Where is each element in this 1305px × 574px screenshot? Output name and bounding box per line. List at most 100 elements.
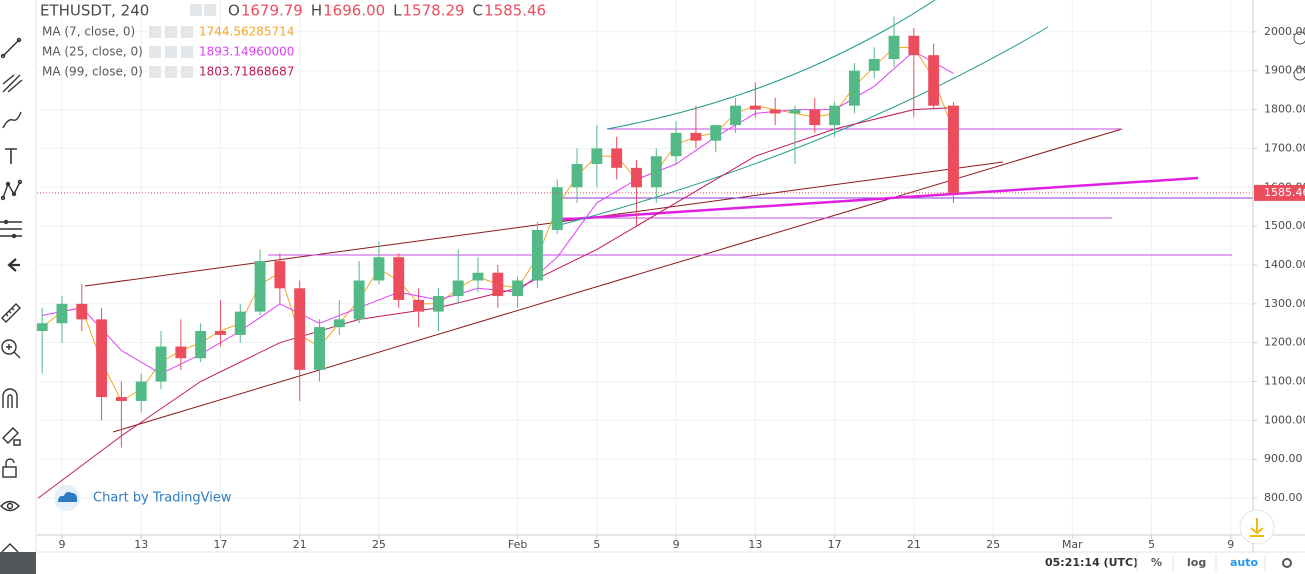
candle-body [848,70,860,106]
x-tick-label: 17 [828,538,842,551]
candle-body [928,55,940,106]
candle-body [413,299,425,312]
ma-value: 1893.14960000 [199,45,294,59]
candle-body [631,167,642,188]
last-price-label: 1585.46 [1264,186,1305,199]
candle-body [115,397,127,401]
ohlc-key: H [311,2,322,20]
ma-name: MA (7, close, 0) [42,25,135,39]
tool-zoom[interactable] [1,339,21,359]
x-tick-label: 9 [1227,538,1234,551]
candle-body [531,230,543,281]
candle-body [472,272,484,281]
x-tick-label: 9 [673,538,680,551]
tool-trend[interactable] [0,37,22,59]
candle-body [690,132,702,141]
scroll-button[interactable] [1239,509,1275,545]
legend-buttons[interactable] [190,4,216,16]
tool-pitchfork[interactable] [2,74,23,93]
y-tick-label: 1800.00 [1264,103,1305,116]
x-tick-label: 21 [907,538,921,551]
y-tick-label: 1700.00 [1264,141,1305,154]
x-tick-label: 25 [986,538,1000,551]
candle-body [254,261,266,312]
status-bar: 05:21:14 (UTC) % log auto [36,551,1305,574]
x-tick-label: 21 [293,538,307,551]
settings-button[interactable] [1282,558,1292,568]
tool-pencil-lock[interactable] [2,427,21,446]
candle-body [749,105,761,110]
tool-text[interactable] [5,148,17,164]
y-tick-label: 1000.00 [1264,413,1305,426]
last-price-tag [1254,184,1305,201]
ohlc-value: 1679.79 [241,2,303,20]
ma-buttons[interactable] [149,46,193,58]
x-tick-label: 13 [748,538,762,551]
candle-body [215,331,226,335]
candle-body [393,257,405,300]
x-tick-label: 25 [372,538,386,551]
ma-legend: MA (7, close, 0) 1744.56285714 MA (25, clo… [42,25,294,79]
ma-button [165,46,177,58]
side-icons[interactable] [1293,31,1305,81]
tool-delete[interactable] [1,543,19,553]
tool-fib[interactable] [0,219,22,239]
log-button[interactable]: log [1187,556,1206,569]
cloud-shape [58,492,78,502]
tool-back[interactable] [7,258,20,272]
candle-body [888,35,900,60]
y-tick-label: 1300.00 [1264,297,1305,310]
candle-body [452,280,464,297]
candle-body [908,35,920,56]
tool-lock[interactable] [2,458,17,478]
ma-button [165,26,177,38]
x-tick-label: 5 [1148,538,1155,551]
ma-buttons[interactable] [149,66,193,78]
candle-body [571,163,583,188]
ohlc-legend: O 1679.79 H 1696.00 L 1578.29 C 1585.46 [228,2,546,20]
tool-pattern[interactable] [0,179,23,201]
candle-body [789,109,801,114]
candle-body [56,303,68,324]
x-tick-label: Feb [508,538,527,551]
ohlc-key: L [393,2,402,20]
ma-button [149,66,161,78]
candle-body [809,109,821,126]
status-bg [36,552,1305,574]
candle-body [948,105,959,193]
y-tick-label: 900.00 [1264,452,1303,465]
trendline [554,176,1199,222]
ma-value: 1744.56285714 [199,25,294,39]
candle-body [76,303,88,320]
y-tick-label: 800.00 [1264,491,1303,504]
ma-buttons[interactable] [149,26,193,38]
watermark: Chart by TradingView [54,485,232,511]
ohlc-key: O [228,2,240,20]
tool-brush[interactable] [2,111,22,129]
percent-button[interactable]: % [1151,556,1162,569]
candle-body [195,331,207,359]
symbol: ETHUSDT, 240 [40,2,149,20]
candle-body [551,187,563,231]
x-tick-label: Mar [1062,538,1083,551]
candle-body [432,296,444,312]
candle-body [155,346,167,382]
auto-button[interactable]: auto [1230,556,1259,569]
toolbar-bg [0,0,36,552]
tool-eye[interactable] [0,500,20,512]
corner [0,552,36,574]
ma-button [165,66,177,78]
series [37,16,1253,499]
candle-body [373,257,385,281]
clock: 05:21:14 (UTC) [1045,556,1138,569]
tool-ruler[interactable] [1,303,21,323]
channel-line [606,0,936,130]
tool-magnet[interactable] [2,388,18,408]
ohlc-value: 1585.46 [484,2,546,20]
toolbar [0,0,37,553]
candle-body [611,148,623,168]
ohlc-value: 1696.00 [323,2,385,20]
candle-body [710,125,722,141]
y-tick-label: 1900.00 [1264,64,1305,77]
